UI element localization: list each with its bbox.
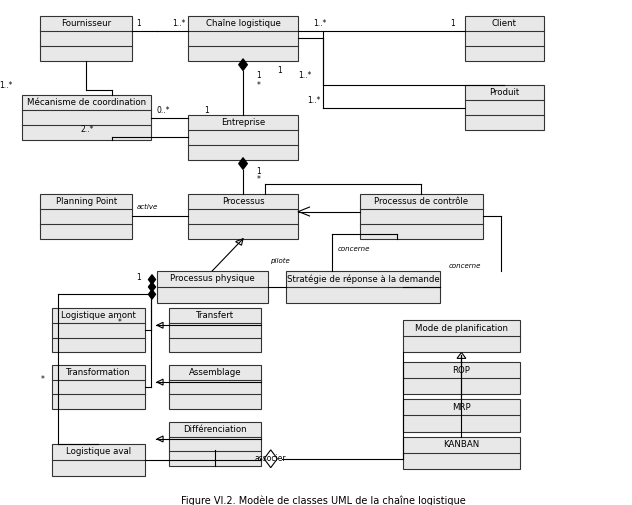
Text: Processus de contrôle: Processus de contrôle [374,197,468,206]
FancyBboxPatch shape [360,194,483,239]
Text: pilote: pilote [270,258,290,264]
Text: 1: 1 [450,19,454,28]
Text: 1: 1 [277,66,283,75]
Text: *: * [41,375,45,384]
FancyBboxPatch shape [169,422,262,466]
Polygon shape [457,352,466,359]
Text: Stratégie de réponse à la demande: Stratégie de réponse à la demande [287,274,439,284]
FancyBboxPatch shape [169,308,262,352]
FancyBboxPatch shape [169,365,262,410]
Text: ROP: ROP [453,366,470,375]
FancyBboxPatch shape [40,16,132,61]
Text: MRP: MRP [452,403,471,412]
Text: Transfert: Transfert [197,311,234,320]
Text: concerne: concerne [337,245,370,251]
FancyBboxPatch shape [21,95,151,140]
Text: 1..*: 1..* [307,96,320,105]
Text: 1: 1 [256,168,261,176]
FancyBboxPatch shape [188,16,298,61]
FancyBboxPatch shape [188,194,298,239]
Text: Mécanisme de coordination: Mécanisme de coordination [27,98,146,107]
Text: Figure VI.2. Modèle de classes UML de la chaîne logistique: Figure VI.2. Modèle de classes UML de la… [181,495,465,505]
Text: associer: associer [255,454,286,463]
FancyBboxPatch shape [403,399,520,432]
FancyBboxPatch shape [40,194,132,239]
Text: *: * [118,318,122,327]
Text: Processus physique: Processus physique [170,274,255,283]
Text: Chaîne logistique: Chaîne logistique [205,19,281,28]
Text: concerne: concerne [448,263,481,269]
Text: Client: Client [492,19,517,28]
Text: Entreprise: Entreprise [221,118,265,127]
Text: Planning Point: Planning Point [56,197,117,206]
Text: KANBAN: KANBAN [443,440,480,449]
Text: Logistique aval: Logistique aval [66,447,131,457]
Text: 0..*: 0..* [156,106,170,115]
Text: 1..*: 1..* [172,19,185,28]
FancyBboxPatch shape [188,115,298,160]
Polygon shape [157,436,163,442]
Text: 1..*: 1..* [298,71,311,80]
Text: 1: 1 [136,19,141,28]
Text: *: * [257,175,260,184]
Text: 2..*: 2..* [81,125,94,134]
Polygon shape [264,450,277,468]
Polygon shape [239,158,248,170]
Text: Assemblage: Assemblage [189,368,241,377]
Text: 1: 1 [256,71,261,80]
FancyBboxPatch shape [403,362,520,394]
Polygon shape [149,289,155,299]
Text: Différenciation: Différenciation [183,425,247,434]
Text: Logistique amont: Logistique amont [61,311,136,320]
Polygon shape [236,239,243,245]
FancyBboxPatch shape [403,320,520,352]
FancyBboxPatch shape [52,444,145,476]
Polygon shape [149,282,155,292]
Text: 1..*: 1..* [0,81,13,90]
Text: *: * [257,81,260,90]
Text: 1..*: 1..* [313,19,327,28]
FancyBboxPatch shape [286,271,440,303]
FancyBboxPatch shape [403,436,520,469]
FancyBboxPatch shape [465,85,545,130]
Text: Transformation: Transformation [66,368,131,377]
Text: Produit: Produit [489,88,520,97]
Text: active: active [137,204,158,210]
Text: Mode de planification: Mode de planification [415,324,508,333]
FancyBboxPatch shape [157,271,267,303]
Text: Processus: Processus [222,197,264,206]
Text: Fournisseur: Fournisseur [61,19,111,28]
Polygon shape [149,275,155,284]
Text: 1: 1 [136,273,141,282]
Text: 1: 1 [204,106,209,115]
Polygon shape [157,379,163,385]
FancyBboxPatch shape [465,16,545,61]
FancyBboxPatch shape [52,365,145,410]
Polygon shape [239,59,248,71]
FancyBboxPatch shape [52,308,145,352]
Polygon shape [157,322,163,328]
